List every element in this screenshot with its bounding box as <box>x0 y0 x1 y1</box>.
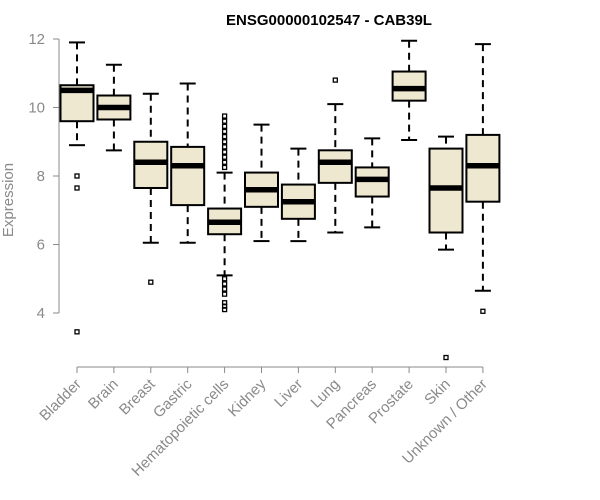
outlier-point <box>221 118 228 124</box>
outlier-point <box>74 173 80 179</box>
box-bladder <box>59 41 95 335</box>
box-breast <box>133 92 169 285</box>
y-tick-label: 4 <box>37 305 45 322</box>
boxplot-series <box>59 39 501 361</box>
outlier-point <box>221 139 228 145</box>
box-pancreas <box>354 137 390 229</box>
box-iqr <box>170 145 206 207</box>
outlier-point <box>74 329 80 335</box>
y-tick-label: 8 <box>37 168 45 185</box>
y-axis: 4 6 8 10 12 <box>28 31 60 322</box>
outlier-point <box>221 159 228 165</box>
outlier-point <box>221 149 228 155</box>
outlier-point <box>221 144 228 150</box>
outlier-point <box>221 291 228 297</box>
box-liver <box>280 147 316 243</box>
outlier-point <box>221 164 228 171</box>
box-lung <box>317 77 353 234</box>
outlier-point <box>480 308 486 314</box>
x-tick-label: Liver <box>271 376 306 411</box>
y-tick-label: 10 <box>28 100 45 117</box>
outlier-point <box>221 113 228 119</box>
y-tick-label: 12 <box>28 31 45 48</box>
chart-title: ENSG00000102547 - CAB39L <box>226 12 432 29</box>
outlier-point <box>221 133 228 140</box>
box-skin <box>428 135 464 361</box>
outlier-point <box>221 276 228 282</box>
outlier-point <box>221 123 228 129</box>
x-tick-label: Bladder <box>36 376 85 425</box>
outlier-point <box>221 286 228 292</box>
y-axis-label: Expression <box>0 163 17 237</box>
outlier-point <box>74 185 80 191</box>
x-tick-label: Kidney <box>225 375 270 420</box>
outlier-point <box>148 279 154 285</box>
box-brain <box>96 63 132 152</box>
outlier-point <box>332 77 338 83</box>
outlier-point <box>443 354 449 361</box>
box-prostate <box>391 39 427 142</box>
box-gastric <box>170 82 206 244</box>
box-unknown-other <box>465 43 501 314</box>
outlier-point <box>221 306 228 313</box>
y-tick-label: 6 <box>37 237 45 254</box>
box-hematopoietic-cells <box>207 113 243 313</box>
x-tick-label: Skin <box>421 376 454 409</box>
box-kidney <box>244 123 279 243</box>
outlier-point <box>221 281 228 287</box>
outlier-point <box>221 128 228 135</box>
outlier-point <box>221 154 228 160</box>
box-iqr <box>317 149 353 184</box>
